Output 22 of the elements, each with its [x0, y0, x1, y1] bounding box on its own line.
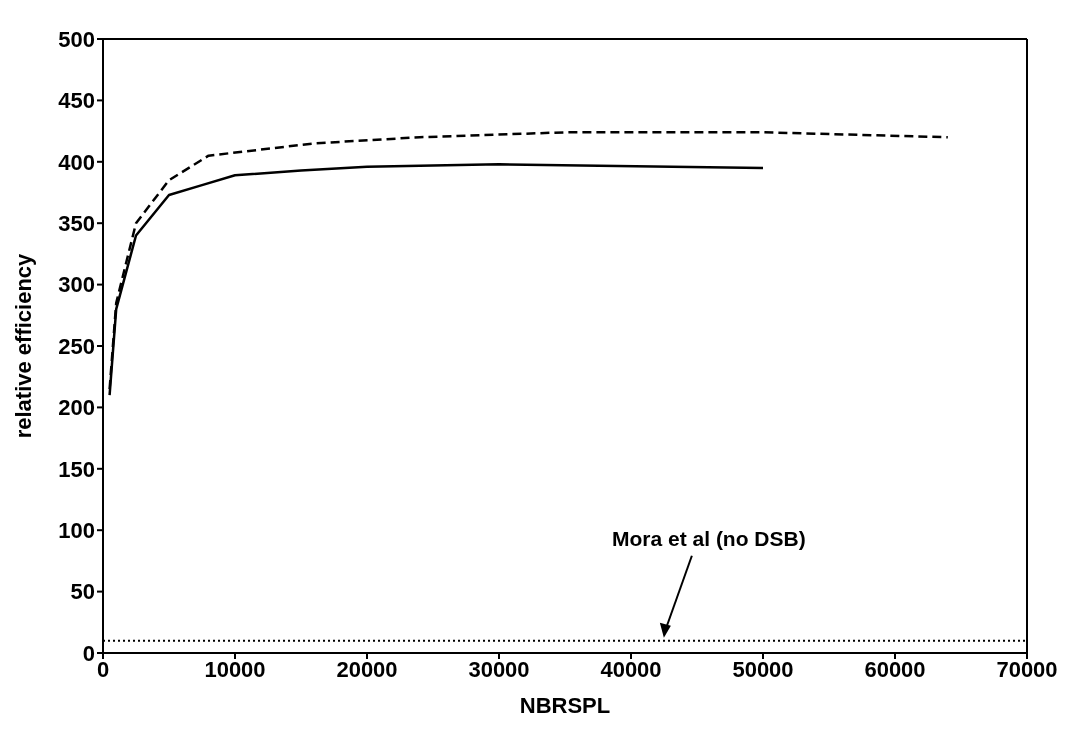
y-tick-label: 350 — [58, 211, 95, 237]
x-tick-label: 70000 — [996, 656, 1058, 682]
y-tick-label: 500 — [58, 26, 95, 52]
annotation: Mora et al (no DSB) — [612, 526, 806, 550]
x-tick-label: 50000 — [732, 656, 794, 682]
x-tick-label: 30000 — [468, 656, 530, 682]
x-tick-label: 10000 — [204, 656, 266, 682]
y-tick-label: 250 — [58, 333, 95, 359]
y-tick-label: 200 — [58, 395, 95, 421]
x-axis-title: NBRSPL — [519, 693, 611, 718]
x-tick-label: 40000 — [600, 656, 662, 682]
y-tick-label: 400 — [58, 149, 95, 175]
x-tick-label: 20000 — [336, 656, 398, 682]
y-axis-title: relative efficiency — [10, 252, 36, 439]
y-tick-label: 450 — [58, 88, 95, 114]
y-tick-label: 300 — [58, 272, 95, 298]
x-tick-label: 60000 — [864, 656, 926, 682]
y-tick-label: 0 — [82, 640, 95, 666]
y-tick-label: 100 — [58, 518, 95, 544]
y-tick-label: 50 — [70, 579, 95, 605]
line-series — [108, 131, 950, 391]
y-tick-label: 150 — [58, 456, 95, 482]
